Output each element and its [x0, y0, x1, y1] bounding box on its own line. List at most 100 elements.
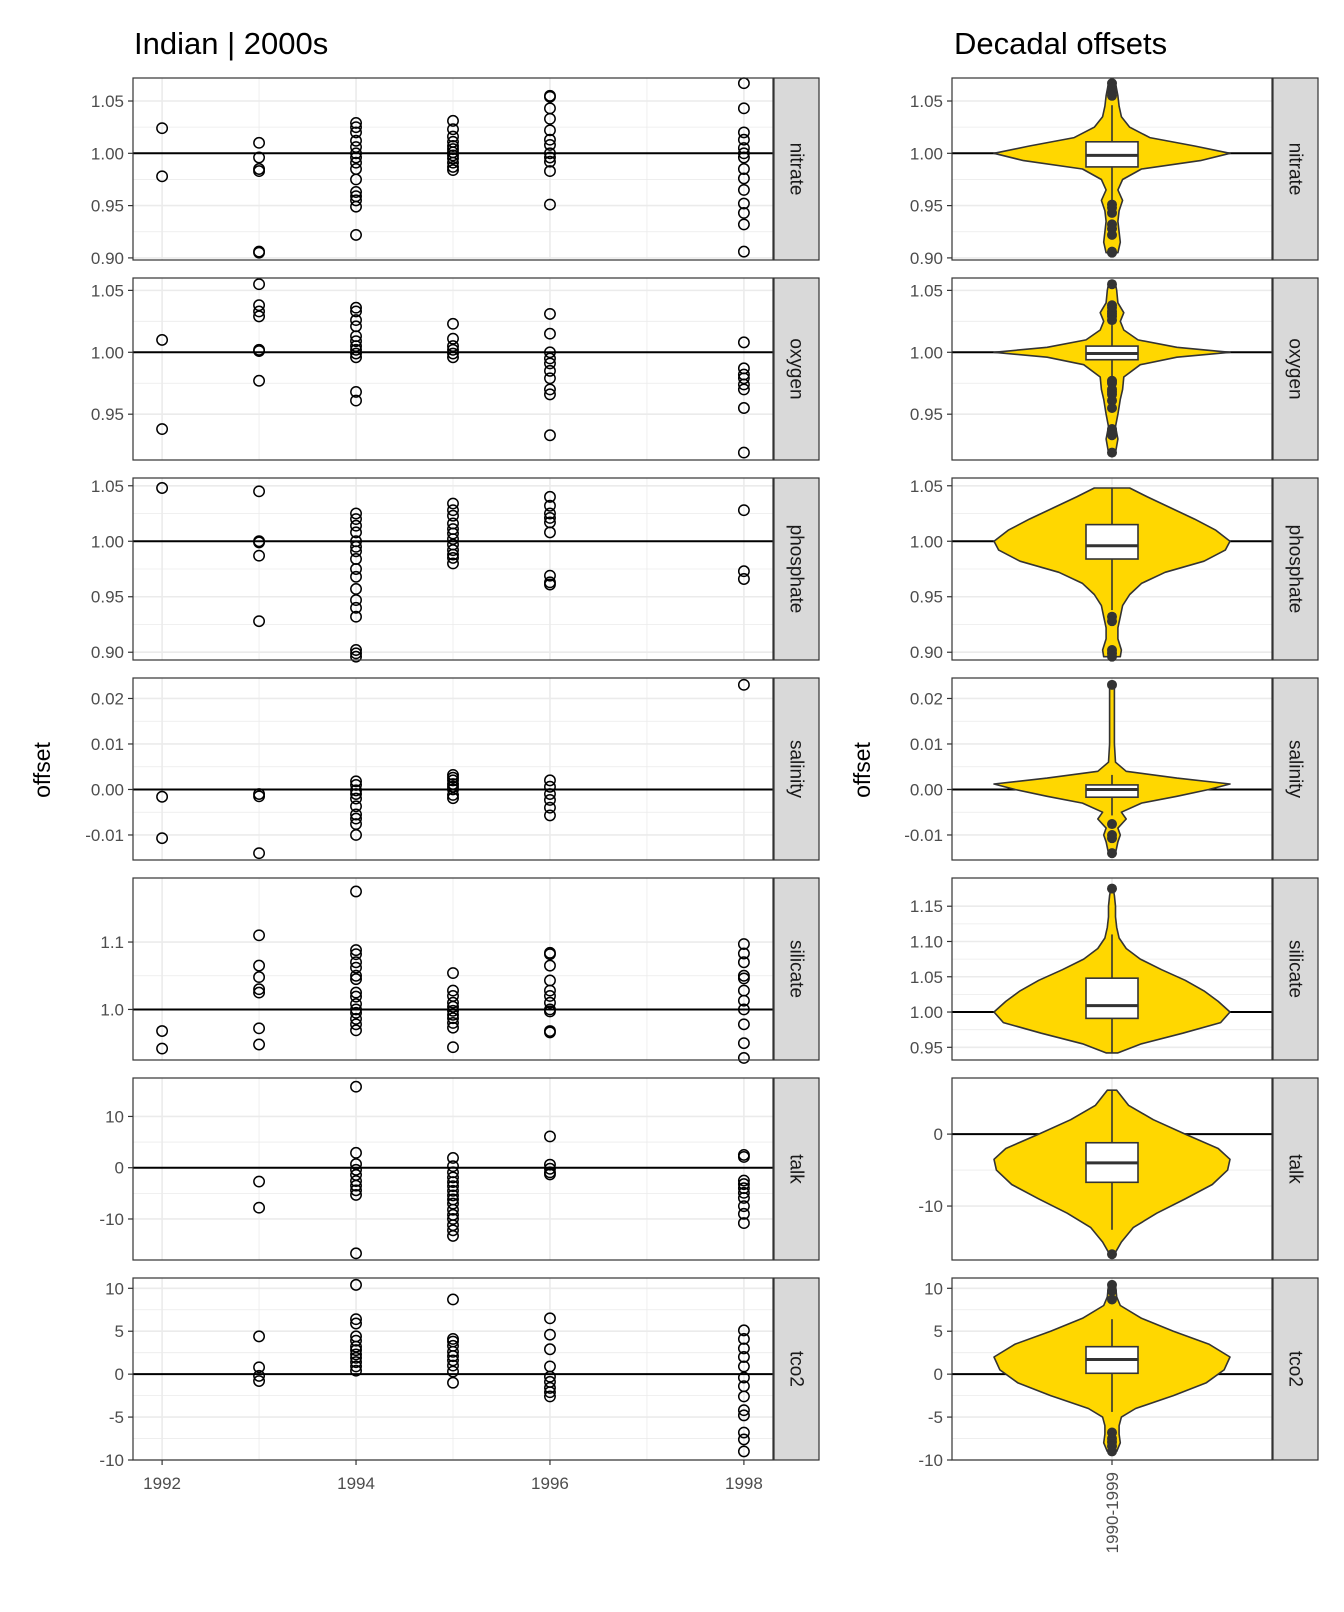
scatter-y-tick-label: 5	[115, 1322, 124, 1341]
scatter-point	[447, 351, 459, 364]
scatter-point	[350, 812, 362, 825]
scatter-point	[447, 497, 459, 510]
scatter-point	[350, 1340, 362, 1353]
violin-panel-border	[951, 1077, 1273, 1261]
scatter-y-tick-label: 1.00	[91, 532, 124, 551]
scatter-point	[447, 1224, 459, 1237]
scatter-panel-talk: -10 0 10 talk	[99, 1077, 820, 1261]
scatter-point	[156, 122, 169, 135]
scatter-point	[350, 228, 362, 241]
violin-y-tick-label: 0.90	[910, 643, 943, 662]
scatter-point	[544, 569, 556, 582]
scatter-point	[447, 347, 459, 360]
scatter-point	[737, 383, 750, 396]
violin-y-tick-label: 1.10	[910, 932, 943, 951]
violin-y-tick-label: 0.02	[910, 689, 943, 708]
scatter-point	[544, 90, 556, 103]
scatter-point	[544, 357, 556, 370]
scatter-y-tick-label: 0.02	[91, 689, 124, 708]
scatter-point	[544, 364, 556, 377]
scatter-point	[350, 545, 362, 558]
scatter-point	[350, 800, 362, 813]
scatter-point	[737, 565, 750, 578]
scatter-y-tick-label: 0	[115, 1159, 124, 1178]
violin-y-tick-label: 1.05	[910, 477, 943, 496]
scatter-point	[544, 984, 556, 997]
scatter-point	[737, 1404, 750, 1417]
scatter-point	[447, 1213, 459, 1225]
scatter-point	[156, 333, 169, 346]
scatter-point	[350, 775, 362, 788]
violin-facet-strip	[1272, 677, 1319, 861]
scatter-point	[350, 156, 362, 169]
scatter-point	[253, 536, 266, 549]
scatter-point	[544, 801, 556, 814]
violin-outlier-point	[1107, 315, 1117, 326]
scatter-point	[253, 345, 266, 357]
scatter-y-tick-label: 1.0	[100, 1000, 124, 1019]
left-chart-title: Indian | 2000s	[134, 26, 328, 61]
scatter-point	[447, 1184, 459, 1197]
scatter-point	[350, 1278, 362, 1291]
scatter-point	[350, 1012, 362, 1025]
scatter-point	[544, 948, 556, 961]
violin-y-tick-label: 0	[934, 1125, 943, 1144]
scatter-point	[544, 198, 556, 211]
scatter-point	[350, 1360, 362, 1373]
scatter-point	[447, 1376, 459, 1389]
scatter-point	[737, 378, 750, 391]
scatter-point	[737, 678, 750, 691]
scatter-panel-phosphate: 0.90 0.95 1.00 1.05 phosphate	[91, 477, 820, 663]
scatter-point	[350, 1163, 362, 1176]
scatter-point	[350, 594, 362, 607]
scatter-point	[350, 1175, 362, 1187]
scatter-point	[544, 959, 556, 972]
scatter-point	[544, 774, 556, 787]
violin-outlier-point	[1107, 403, 1117, 413]
scatter-point	[350, 335, 362, 348]
scatter-point	[544, 155, 556, 168]
scatter-point	[737, 573, 750, 585]
violin-y-tick-label: 0.95	[910, 588, 943, 607]
scatter-point	[544, 512, 556, 524]
scatter-panel-border	[132, 1077, 774, 1261]
scatter-point	[447, 557, 459, 570]
scatter-point	[350, 784, 362, 797]
scatter-y-tick-label: 1.05	[91, 477, 124, 496]
violin-outlier-point	[1107, 247, 1117, 258]
scatter-point	[737, 147, 750, 160]
scatter-point	[253, 485, 266, 498]
scatter-point	[544, 990, 556, 1002]
scatter-y-tick-label: 0	[115, 1365, 124, 1384]
violin-outlier-point	[1107, 395, 1117, 406]
scatter-point	[544, 383, 556, 396]
scatter-y-tick-label: 0.01	[91, 735, 124, 754]
scatter-point	[447, 164, 459, 176]
scatter-point	[544, 507, 556, 520]
violin-y-tick-label: 1.15	[910, 897, 943, 916]
scatter-point	[253, 847, 266, 860]
scatter-point	[350, 1364, 362, 1377]
scatter-point	[350, 1247, 362, 1260]
scatter-point	[350, 1080, 362, 1093]
scatter-point	[447, 544, 459, 557]
violin-y-tick-label: 5	[934, 1322, 943, 1341]
scatter-point	[544, 133, 556, 146]
scatter-point	[447, 1021, 459, 1034]
scatter-point	[544, 1162, 556, 1175]
scatter-point	[253, 615, 266, 628]
scatter-point	[350, 1024, 362, 1037]
scatter-point	[447, 1012, 459, 1025]
scatter-point	[737, 504, 750, 517]
scatter-point	[253, 1361, 266, 1374]
scatter-point	[737, 1037, 750, 1050]
scatter-point	[350, 948, 362, 961]
scatter-y-tick-label: 0.90	[91, 249, 124, 268]
scatter-point	[544, 112, 556, 125]
left-y-axis-title: offset	[29, 741, 55, 797]
violin-outlier-point	[1107, 651, 1117, 662]
scatter-point	[350, 778, 362, 791]
scatter-point	[447, 1197, 459, 1210]
scatter-y-tick-label: -10	[99, 1210, 124, 1229]
violin-outlier-point	[1107, 430, 1117, 441]
